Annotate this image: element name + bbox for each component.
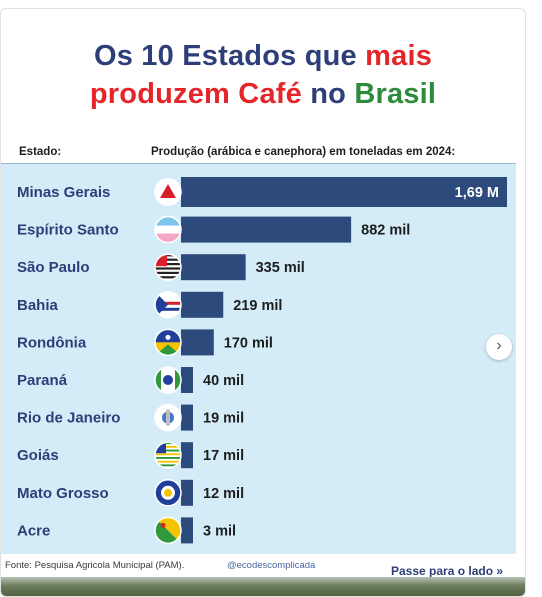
- category-label: Mato Grosso: [17, 485, 109, 502]
- title-part-1: Os 10 Estados que: [93, 40, 366, 72]
- value-label: 17 mil: [203, 448, 244, 464]
- category-label: Goiás: [17, 447, 59, 464]
- chart-row-2: Espírito Santo 882 mil: [17, 215, 410, 244]
- bar: [181, 216, 352, 243]
- bar: [181, 479, 193, 506]
- chart-row-3: São Paulo 335 mil: [17, 253, 305, 281]
- bar: [181, 177, 507, 207]
- title-part-6: Brasil: [354, 78, 437, 110]
- chart-row-6: Paraná 40 mil: [17, 366, 244, 394]
- value-label: 335 mil: [256, 260, 305, 276]
- category-label: Minas Gerais: [17, 184, 110, 201]
- category-label: Paraná: [17, 372, 68, 389]
- value-label: 3 mil: [203, 523, 236, 539]
- category-label: Rondônia: [17, 334, 87, 351]
- flag-goias-icon: [154, 441, 182, 469]
- value-label: 12 mil: [203, 486, 244, 502]
- chart-row-8: Goiás 17 mil: [17, 441, 244, 469]
- title-part-3: produzem: [89, 78, 239, 110]
- category-label: Bahia: [17, 297, 59, 314]
- bar-chart: Minas Gerais 1,69 M Espírito Santo 882 mil S…: [17, 177, 507, 545]
- chart-row-9: Mato Grosso 12 mil: [17, 479, 244, 507]
- category-label: Rio de Janeiro: [17, 410, 120, 427]
- post-card: Os 10 Estados que mais produzem Café no …: [0, 8, 526, 597]
- flag-sao-paulo-icon: [154, 253, 182, 281]
- flag-parana-icon: [154, 366, 182, 394]
- title-part-5: no: [301, 78, 355, 110]
- chart-row-5: Rondônia 170 mil: [17, 328, 273, 357]
- value-label: 170 mil: [224, 335, 273, 351]
- chevron-right-icon[interactable]: ›: [486, 334, 512, 360]
- bar: [181, 329, 214, 356]
- title-part-2: mais: [365, 40, 433, 72]
- column-header-state: Estado:: [19, 146, 62, 158]
- flag-minas-gerais-icon: [154, 178, 182, 206]
- chart-title: Os 10 Estados que mais produzem Café no …: [1, 37, 525, 113]
- title-part-4: Café: [238, 78, 302, 110]
- chart-row-7: Rio de Janeiro 19 mil: [17, 403, 244, 432]
- swipe-hint[interactable]: Passe para o lado »: [391, 564, 504, 578]
- source-note: Fonte: Pesquisa Agricola Municipal (PAM)…: [5, 560, 185, 571]
- flag-mato-grosso-icon: [154, 479, 182, 507]
- bar: [181, 367, 193, 393]
- flag-espirito-santo-icon: [154, 215, 182, 244]
- value-label: 1,69 M: [455, 185, 499, 201]
- value-label: 19 mil: [203, 411, 244, 427]
- value-label: 882 mil: [361, 223, 410, 239]
- coffee-field-strip: [1, 577, 525, 596]
- bar: [181, 517, 193, 544]
- chart-row-10: Acre 3 mil: [17, 516, 236, 545]
- category-label: Acre: [17, 522, 50, 539]
- category-label: São Paulo: [17, 259, 90, 276]
- flag-rio-de-janeiro-icon: [154, 403, 182, 432]
- bar: [181, 291, 224, 318]
- chart-row-4: Bahia 219 mil: [17, 291, 282, 319]
- flag-bahia-icon: [154, 291, 182, 319]
- flag-acre-icon: [154, 516, 182, 545]
- bar: [181, 404, 193, 431]
- bar: [181, 254, 246, 281]
- value-label: 219 mil: [233, 298, 282, 314]
- category-label: Espírito Santo: [17, 222, 119, 239]
- column-header-production: Produção (arábica e canephora) em tonela…: [151, 146, 456, 158]
- flag-rondonia-icon: [154, 328, 182, 357]
- value-label: 40 mil: [203, 373, 244, 389]
- author-handle[interactable]: @ecodescomplicada: [227, 560, 316, 571]
- bar: [181, 442, 193, 469]
- chart-row-1: Minas Gerais 1,69 M: [17, 177, 507, 207]
- header-divider: [1, 163, 516, 164]
